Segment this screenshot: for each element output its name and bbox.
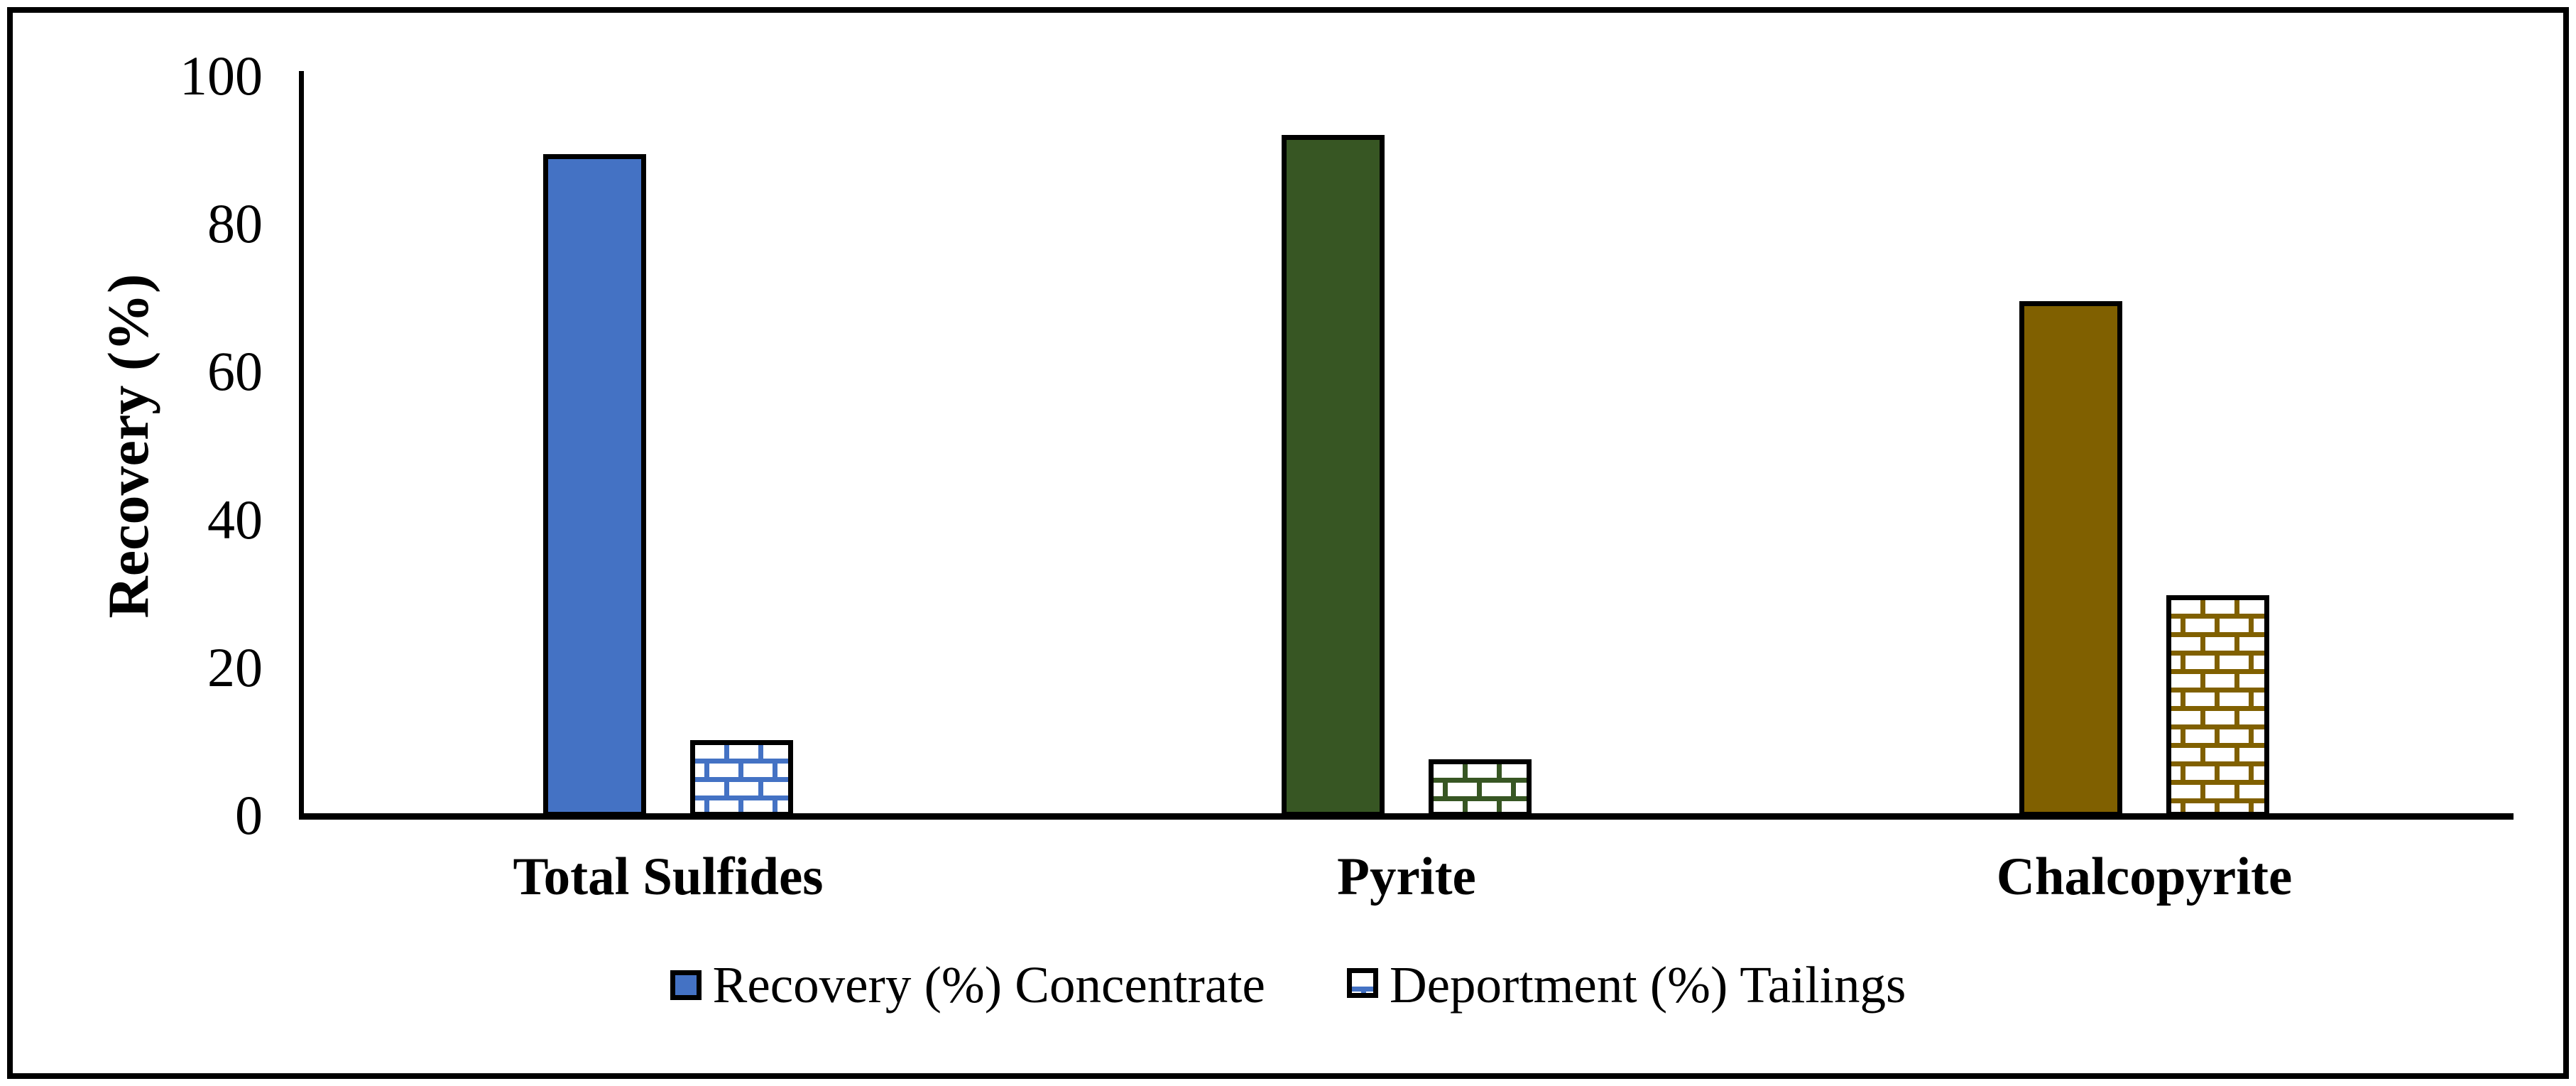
y-tick-label-60: 60	[207, 340, 263, 402]
category-label-pyrite: Pyrite	[1337, 847, 1476, 906]
legend-item-recovery: Recovery (%) Concentrate	[670, 959, 1265, 1011]
legend-swatch-solid-icon	[670, 970, 702, 1000]
category-label-total-sulfides: Total Sulfides	[513, 847, 824, 906]
bar-recovery-chalcopyrite	[2019, 301, 2122, 817]
legend-label: Deportment (%) Tailings	[1389, 956, 1906, 1014]
category-label-chalcopyrite: Chalcopyrite	[1996, 847, 2293, 906]
y-axis-line	[299, 71, 304, 819]
bar-deportment-pyrite	[1429, 759, 1532, 820]
bar-recovery-total-sulfides	[543, 154, 646, 817]
bar-deportment-chalcopyrite	[2166, 595, 2269, 820]
y-tick-label-0: 0	[235, 784, 263, 846]
legend: Recovery (%) Concentrate Deportment (%) T…	[0, 959, 2576, 1011]
legend-item-deportment: Deportment (%) Tailings	[1346, 956, 1906, 1014]
legend-label: Recovery (%) Concentrate	[712, 956, 1265, 1014]
x-axis-line	[299, 813, 2514, 820]
figure-border	[7, 7, 2569, 1079]
y-tick-label-100: 100	[180, 45, 263, 107]
legend-swatch-brick-icon	[1346, 968, 1378, 1001]
bar-recovery-pyrite	[1282, 135, 1385, 817]
bar-deportment-total-sulfides	[690, 740, 793, 820]
y-tick-label-80: 80	[207, 192, 263, 254]
y-axis-title: Recovery (%)	[96, 273, 160, 619]
y-tick-label-20: 20	[207, 636, 263, 698]
y-tick-label-40: 40	[207, 489, 263, 550]
